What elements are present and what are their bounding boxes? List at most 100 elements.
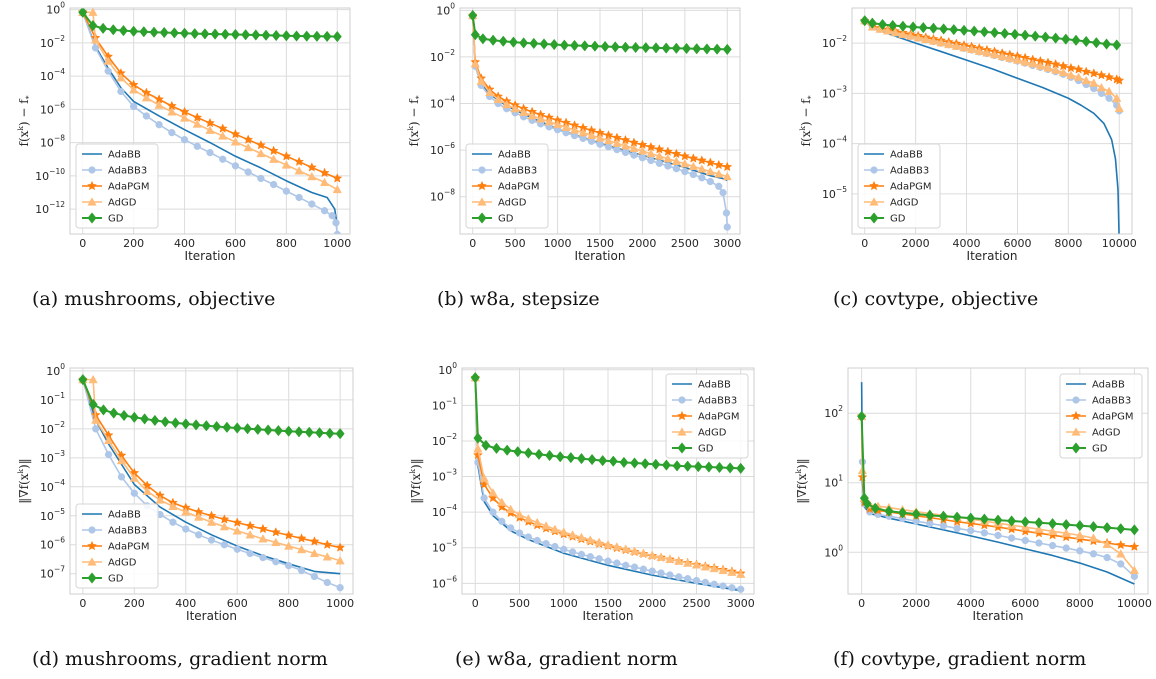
data-point-adgd xyxy=(665,554,675,564)
data-point-adgd xyxy=(722,171,732,181)
data-point-gd xyxy=(661,42,671,54)
legend-marker-adabb3 xyxy=(1072,396,1080,404)
data-point-adabb3 xyxy=(701,578,709,587)
data-point-adgd xyxy=(1075,530,1085,539)
data-point-gd xyxy=(959,24,969,36)
x-tick-label: 3000 xyxy=(713,237,741,250)
data-point-gd xyxy=(1061,33,1071,45)
x-tick-label: 8000 xyxy=(1066,597,1094,610)
legend: AdaBB AdaBB3 AdaPGM AdGD GD xyxy=(465,143,549,229)
legend-label-adabb: AdaBB xyxy=(108,510,141,521)
data-point-adgd xyxy=(497,497,507,506)
data-point-gd xyxy=(671,42,681,54)
data-point-adabb3 xyxy=(706,177,714,186)
data-point-adgd xyxy=(1089,78,1099,87)
data-point-adabb3 xyxy=(622,561,630,569)
x-axis-label: Iteration xyxy=(186,609,237,623)
data-point-adabb3 xyxy=(117,87,125,96)
x-tick-label: 2500 xyxy=(682,597,710,610)
data-point-gd xyxy=(692,43,702,55)
data-point-adgd xyxy=(569,125,580,134)
x-tick-label: 10000 xyxy=(1117,597,1152,610)
x-axis-label: Iteration xyxy=(973,609,1024,623)
data-point-adgd xyxy=(527,110,537,120)
data-point-gd xyxy=(498,35,508,47)
legend-marker-adapgm xyxy=(1071,410,1081,421)
plot-frame xyxy=(69,367,354,595)
y-tick-label: 10−3 xyxy=(432,468,457,484)
legend-box xyxy=(75,503,159,589)
data-point-gd xyxy=(1020,516,1030,528)
data-point-adgd xyxy=(510,103,520,113)
data-point-adabb3 xyxy=(489,508,497,516)
data-point-adabb3 xyxy=(259,553,267,562)
x-tick-label: 200 xyxy=(123,237,144,250)
data-point-adabb3 xyxy=(560,545,568,554)
data-point-gd xyxy=(610,41,620,53)
series-line-adabb3 xyxy=(471,15,729,228)
data-point-adgd xyxy=(535,114,546,123)
data-point-adapgm xyxy=(319,167,330,178)
panel-d: (d) mushrooms, gradient norm 0 200 400 600 8… xyxy=(16,362,354,670)
data-point-gd xyxy=(242,423,253,435)
x-tick-label: 800 xyxy=(278,597,299,610)
data-point-gd xyxy=(322,30,332,43)
data-point-gd xyxy=(911,508,921,520)
data-point-adapgm xyxy=(219,514,230,524)
x-tick-label: 400 xyxy=(175,597,196,610)
data-point-gd xyxy=(570,39,580,52)
data-point-adgd xyxy=(637,146,648,155)
data-point-gd xyxy=(332,30,342,43)
legend-marker-gd xyxy=(869,212,879,224)
data-point-adgd xyxy=(905,31,916,40)
series-group xyxy=(470,372,746,593)
data-point-adabb3 xyxy=(206,148,214,157)
legend-marker-adgd xyxy=(87,197,97,206)
data-point-gd xyxy=(1129,524,1139,536)
data-point-adgd xyxy=(691,560,702,569)
data-point-adabb3 xyxy=(515,529,524,537)
data-point-gd xyxy=(966,512,976,524)
data-point-gd xyxy=(529,37,539,50)
legend-label-adgd: AdGD xyxy=(108,198,137,209)
data-point-adgd xyxy=(647,550,657,559)
data-point-adabb3 xyxy=(295,193,303,202)
data-point-gd xyxy=(898,20,908,32)
y-tick-label: 10−2 xyxy=(822,34,847,50)
data-point-gd xyxy=(884,505,894,517)
data-point-adgd xyxy=(595,133,605,142)
legend: AdaBB AdaBB3 AdaPGM AdGD GD xyxy=(665,373,749,459)
x-tick-label: 0 xyxy=(79,597,86,610)
y-tick-label: 10−2 xyxy=(40,34,65,50)
data-point-adgd xyxy=(91,415,101,424)
y-tick-label: 102 xyxy=(824,404,843,420)
data-point-adabb3 xyxy=(180,136,189,144)
data-point-gd xyxy=(736,462,746,474)
data-point-gd xyxy=(939,23,949,35)
y-tick-label: 10−4 xyxy=(432,503,457,519)
y-tick-label: 10−3 xyxy=(40,449,65,465)
data-point-adabb3 xyxy=(168,128,176,137)
data-point-adgd xyxy=(586,130,597,139)
data-point-adgd xyxy=(519,107,529,116)
data-point-gd xyxy=(860,15,870,27)
data-point-adgd xyxy=(479,473,489,482)
data-point-adabb3 xyxy=(939,522,948,530)
data-point-gd xyxy=(502,444,512,456)
data-point-adapgm xyxy=(1115,539,1126,550)
data-point-adabb3 xyxy=(320,207,329,215)
data-point-gd xyxy=(230,28,240,41)
data-point-adabb3 xyxy=(533,536,541,545)
y-tick-label: 10−4 xyxy=(40,67,65,83)
data-point-adgd xyxy=(281,160,291,169)
data-point-adgd xyxy=(576,532,587,542)
series-group xyxy=(856,382,1140,585)
data-point-gd xyxy=(191,419,201,431)
data-point-gd xyxy=(253,423,263,436)
legend-label-gd: GD xyxy=(108,574,124,585)
data-point-adgd xyxy=(898,29,908,38)
data-point-adapgm xyxy=(268,145,279,156)
data-point-gd xyxy=(481,439,491,452)
legend-label-adgd: AdGD xyxy=(108,558,137,569)
